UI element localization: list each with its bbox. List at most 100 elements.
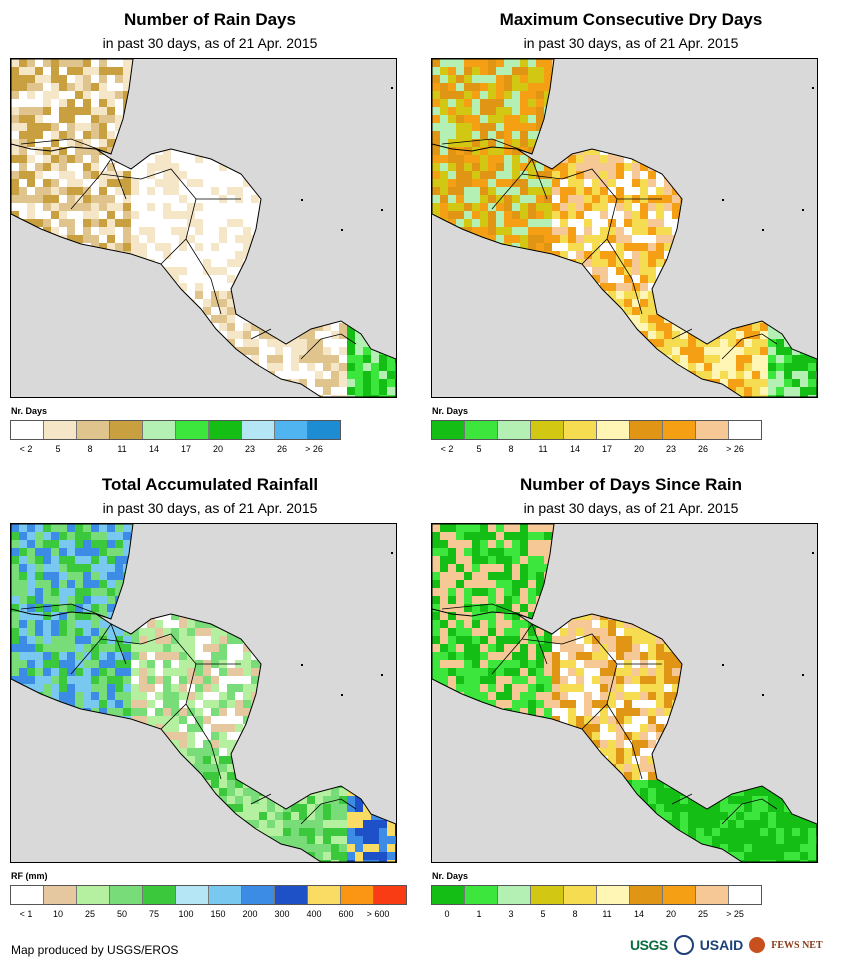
legend-swatch (498, 886, 531, 904)
island (762, 229, 764, 231)
legend-tick-label: 14 (148, 444, 160, 454)
island (762, 694, 764, 696)
legend-tick-label: 5 (540, 909, 546, 919)
legend-tick-label: 400 (306, 909, 322, 919)
panel-subtitle: in past 30 days, as of 21 Apr. 2015 (523, 35, 739, 51)
legend-swatch (432, 421, 465, 439)
legend-tick-label: 14 (569, 444, 581, 454)
legend-swatch (729, 421, 761, 439)
island (381, 674, 383, 676)
legend-tick-label: 14 (633, 909, 645, 919)
legend-swatch (11, 886, 44, 904)
panel-rain-days: Number of Rain Days in past 30 days, as … (0, 0, 420, 460)
legend-swatch (77, 886, 110, 904)
fews-globe-icon (749, 937, 766, 953)
legend-tick-label: 600 (338, 909, 354, 919)
map-svg (432, 524, 817, 862)
legend-swatch (630, 886, 663, 904)
legend-swatch (630, 421, 663, 439)
panel-subtitle: in past 30 days, as of 21 Apr. 2015 (102, 500, 318, 516)
legend-swatch (275, 886, 308, 904)
legend-swatch (531, 886, 564, 904)
coastline (11, 59, 396, 397)
legend-bar (431, 885, 762, 905)
legend-tick-label: < 2 (19, 444, 33, 454)
coastline (432, 59, 817, 397)
panel-title: Total Accumulated Rainfall (101, 475, 319, 494)
legend-swatch (564, 886, 597, 904)
legend-swatch (308, 421, 340, 439)
legend-tick-label: 11 (602, 909, 612, 919)
legend-title: Nr. Days (11, 406, 48, 416)
legend-swatch (77, 421, 110, 439)
island (722, 664, 724, 666)
legend-swatch (564, 421, 597, 439)
panel-title: Maximum Consecutive Dry Days (499, 10, 763, 29)
legend-swatch (374, 886, 406, 904)
legend-tick-label: > 26 (726, 444, 744, 454)
legend-swatch (242, 886, 275, 904)
legend-swatch (11, 421, 44, 439)
island (802, 209, 804, 211)
legend-tick-label: > 26 (305, 444, 323, 454)
panel-days-since-rain: Number of Days Since Rain in past 30 day… (421, 465, 841, 925)
country-borders (20, 603, 357, 825)
map-svg (11, 524, 396, 862)
fews-net-logo: FEWS NET (771, 939, 823, 951)
legend-swatch (663, 421, 696, 439)
legend-tick-label: 8 (508, 444, 514, 454)
legend-tick-label: 25 (697, 909, 709, 919)
map-rainfall (10, 523, 397, 863)
legend-tick-label: 300 (274, 909, 290, 919)
legend-swatch (597, 886, 630, 904)
legend-swatch (432, 886, 465, 904)
usaid-logo: USAID (699, 937, 744, 953)
legend-tick-label: < 2 (440, 444, 454, 454)
land-pixels (11, 59, 396, 397)
legend-swatch (110, 421, 143, 439)
legend-swatch (176, 421, 209, 439)
legend-swatch (465, 421, 498, 439)
legend-swatch (209, 886, 242, 904)
legend-tick-label: 11 (538, 444, 548, 454)
legend-swatch (729, 886, 761, 904)
legend-swatch (110, 886, 143, 904)
legend-swatch (531, 421, 564, 439)
legend-swatch (275, 421, 308, 439)
land-pixels (11, 524, 396, 862)
panel-max-dry-days: Maximum Consecutive Dry Days in past 30 … (421, 0, 841, 460)
map-svg (11, 59, 396, 397)
usaid-seal-icon (673, 935, 694, 955)
panel-title: Number of Rain Days (124, 10, 296, 29)
panel-title: Number of Days Since Rain (519, 475, 742, 494)
legend-swatch (143, 886, 176, 904)
legend-title: Nr. Days (432, 871, 469, 881)
legend-swatch (696, 421, 729, 439)
legend-tick-label: 25 (84, 909, 96, 919)
map-svg (432, 59, 817, 397)
legend-tick-label: 20 (633, 444, 645, 454)
legend-tick-label: 11 (117, 444, 127, 454)
legend-tick-label: 17 (180, 444, 192, 454)
legend-bar (10, 885, 407, 905)
logo-strip: USGS USAID FEWS NET (630, 932, 823, 958)
island (812, 552, 814, 554)
panel-subtitle: in past 30 days, as of 21 Apr. 2015 (102, 35, 318, 51)
map-credit: Map produced by USGS/EROS (11, 943, 179, 957)
island (301, 664, 303, 666)
country-borders (441, 603, 778, 825)
legend-title: RF (mm) (11, 871, 48, 881)
land-pixels (432, 524, 817, 862)
legend-tick-label: 50 (116, 909, 128, 919)
legend-swatch (341, 886, 374, 904)
island (301, 199, 303, 201)
country-borders (20, 138, 357, 360)
map-days-since-rain (431, 523, 818, 863)
legend-swatch (696, 886, 729, 904)
usgs-logo: USGS (630, 937, 668, 953)
legend-swatch (176, 886, 209, 904)
island (391, 552, 393, 554)
legend-tick-label: > 25 (726, 909, 744, 919)
legend-bar (431, 420, 762, 440)
legend-tick-label: 5 (476, 444, 482, 454)
